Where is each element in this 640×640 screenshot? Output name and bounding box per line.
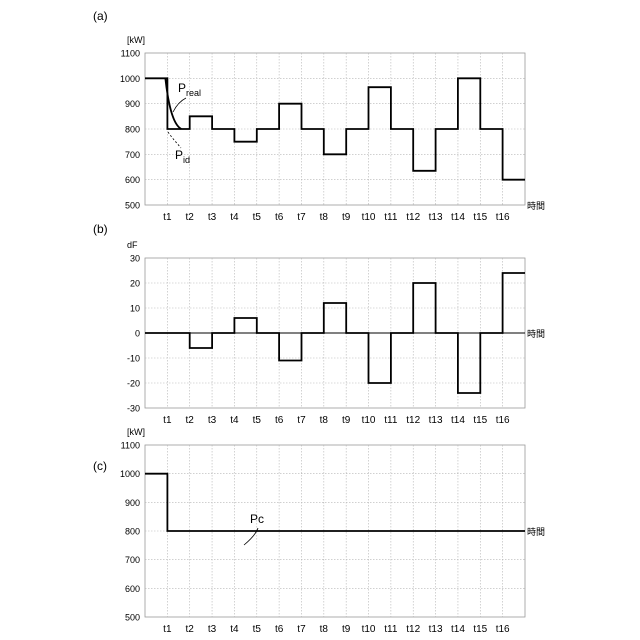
x-tick-label: t1 — [163, 415, 172, 426]
y-tick-label: 1000 — [120, 469, 140, 479]
x-tick-label: t3 — [208, 212, 217, 223]
y-tick-label: 500 — [125, 201, 140, 211]
x-tick-label: t14 — [451, 415, 465, 426]
x-tick-label: t10 — [362, 212, 376, 223]
x-tick-label: t9 — [342, 212, 351, 223]
x-tick-label: t16 — [496, 624, 510, 635]
pid-label: Pid — [175, 148, 190, 165]
pid-label-sub: id — [183, 155, 190, 165]
chart-panel-1: (a) [kW] 500 600 700 800 900 1000 1100 t1 t2 t3 t4 t5… — [93, 9, 545, 223]
x-tick-label: t2 — [186, 415, 195, 426]
x-tick-label: t5 — [253, 212, 262, 223]
x-tick-label: t11 — [384, 415, 398, 426]
y-tick-label: 700 — [125, 150, 140, 160]
x-tick-label: t7 — [297, 415, 306, 426]
x-tick-label: t8 — [320, 624, 329, 635]
x-tick-label: t7 — [297, 624, 306, 635]
y-tick-label: 900 — [125, 498, 140, 508]
chart-panel-2: (b) dF -30 -20 -10 0 10 20 30 t1 t2 t3 t4 t5 t6 t7 t8 t9 t… — [93, 222, 545, 426]
x-tick-label: t12 — [406, 212, 420, 223]
chart-panel-3: (c) [kW] 500 600 700 800 900 1000 1100 t1 t2 t3 t4 t5… — [93, 427, 545, 635]
x-tick-label: t13 — [429, 212, 443, 223]
y-tick-label: -10 — [127, 354, 140, 364]
y-tick-label: 900 — [125, 99, 140, 109]
x-tick-label: t1 — [163, 624, 172, 635]
x-tick-label: t3 — [208, 415, 217, 426]
x-tick-label: t6 — [275, 415, 284, 426]
x-tick-label: t1 — [163, 212, 172, 223]
x-tick-label: t5 — [253, 624, 262, 635]
y-unit-label: [kW] — [127, 427, 145, 437]
x-tick-label: t4 — [230, 212, 239, 223]
y-tick-label: 600 — [125, 175, 140, 185]
x-tick-label: t13 — [429, 415, 443, 426]
x-tick-label: t14 — [451, 212, 465, 223]
y-tick-label: 600 — [125, 584, 140, 594]
pc-label: Pc — [250, 512, 264, 526]
preal-leader — [173, 98, 186, 112]
x-tick-label: t9 — [342, 415, 351, 426]
panel-label: (b) — [93, 222, 108, 236]
x-tick-label: t6 — [275, 212, 284, 223]
x-tick-label: t8 — [320, 212, 329, 223]
x-axis-label: 時間 — [527, 329, 545, 339]
x-tick-label: t3 — [208, 624, 217, 635]
x-tick-label: t8 — [320, 415, 329, 426]
y-tick-label: 1100 — [121, 441, 140, 451]
y-tick-label: 500 — [125, 613, 140, 623]
pid-leader — [168, 132, 181, 148]
x-tick-label: t10 — [362, 415, 376, 426]
panel-label: (c) — [93, 459, 107, 473]
x-tick-label: t16 — [496, 212, 510, 223]
y-tick-label: 800 — [125, 527, 140, 537]
x-tick-label: t11 — [384, 212, 398, 223]
x-tick-label: t16 — [496, 415, 510, 426]
x-tick-label: t12 — [406, 415, 420, 426]
y-tick-label: 0 — [135, 329, 140, 339]
x-tick-label: t12 — [406, 624, 420, 635]
x-tick-label: t11 — [384, 624, 398, 635]
panel-label: (a) — [93, 9, 108, 23]
y-tick-label: 10 — [130, 304, 140, 314]
x-tick-label: t10 — [362, 624, 376, 635]
y-unit-label: [kW] — [127, 35, 145, 45]
y-unit-label: dF — [127, 240, 138, 250]
y-tick-label: 700 — [125, 555, 140, 565]
x-tick-label: t7 — [297, 212, 306, 223]
x-tick-label: t2 — [186, 212, 195, 223]
y-tick-label: 20 — [130, 279, 140, 289]
y-tick-label: 1000 — [120, 74, 140, 84]
y-tick-label: 800 — [125, 125, 140, 135]
x-tick-label: t6 — [275, 624, 284, 635]
y-tick-label: -30 — [127, 404, 140, 414]
x-tick-label: t15 — [473, 415, 487, 426]
y-tick-label: 1100 — [121, 49, 140, 59]
x-tick-label: t14 — [451, 624, 465, 635]
y-tick-label: 30 — [130, 254, 140, 264]
x-tick-label: t9 — [342, 624, 351, 635]
x-tick-label: t13 — [429, 624, 443, 635]
y-tick-label: -20 — [127, 379, 140, 389]
x-tick-label: t4 — [230, 415, 239, 426]
x-tick-label: t2 — [186, 624, 195, 635]
x-tick-label: t4 — [230, 624, 239, 635]
preal-label-sub: real — [186, 88, 201, 98]
x-tick-label: t15 — [473, 212, 487, 223]
pid-label-base: P — [175, 148, 183, 162]
x-tick-label: t15 — [473, 624, 487, 635]
x-axis-label: 時間 — [527, 527, 545, 537]
x-tick-label: t5 — [253, 415, 262, 426]
x-axis-label: 時間 — [527, 201, 545, 211]
preal-label-base: P — [178, 81, 186, 95]
